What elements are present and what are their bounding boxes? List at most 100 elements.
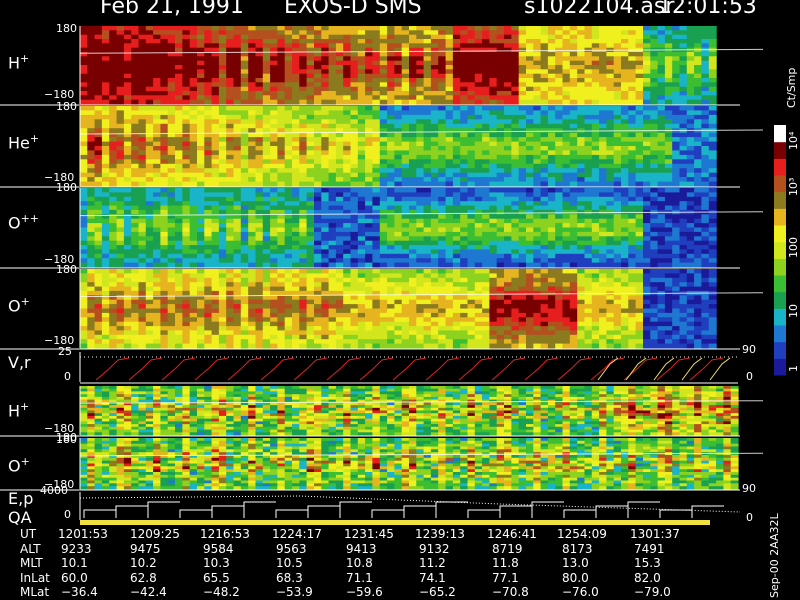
spectrogram-cell [555,123,564,129]
spectrogram-cell [255,52,264,57]
spectrogram-cell [365,227,373,233]
spectrogram-cell [153,163,161,169]
spectrogram-cell [204,177,213,183]
spectrogram-cell [240,137,249,143]
spectrogram-cell [138,299,147,305]
spectrogram-cell [584,39,593,44]
spectrogram-cell [123,43,132,49]
spectrogram-cell [416,205,425,211]
spectrogram-cell [233,95,242,101]
spectrogram-cell [277,223,286,229]
spectrogram-cell [233,258,242,264]
spectrogram-cell [708,65,717,70]
spectrogram-cell [606,150,615,156]
spectrogram-cell [489,223,498,229]
spectrogram-cell [430,163,439,169]
spectrogram-cell [357,188,366,193]
spectrogram-cell [460,205,469,211]
spectrogram-cell [167,86,176,92]
spectrogram-cell [577,119,586,125]
spectrogram-cell [452,128,461,134]
spectrogram-cell [379,60,388,66]
spectrogram-cell [292,34,300,40]
spectrogram-cell [306,34,315,40]
spectrogram-cell [423,262,432,268]
spectrogram-cell [211,43,220,49]
spectrogram-cell [182,295,191,301]
spectrogram-cell [109,82,118,88]
spectrogram-cell [650,110,659,116]
spectrogram-cell [401,86,410,92]
spectrogram-cell [664,99,673,105]
spectrogram-cell [365,123,373,129]
spectrogram-cell [540,253,549,259]
spectrogram-cell [123,214,132,220]
spectrogram-cell [284,82,293,88]
spectrogram-cell [262,82,271,88]
spectrogram-cell [233,137,242,143]
spectrogram-cell [343,141,352,147]
spectrogram-cell [328,154,337,160]
spectrogram-cell [533,73,542,79]
spectrogram-cell [613,201,622,207]
spectrogram-cell [584,73,593,79]
spectrogram-cell [233,236,242,242]
spectrogram-cell [123,110,132,116]
spectrogram-cell [504,163,512,169]
spectrogram-cell [526,99,534,105]
spectrogram-cell [606,245,615,251]
spectrogram-cell [679,30,688,36]
spectrogram-cell [101,295,110,301]
spectrogram-cell [650,214,659,220]
spectrogram-cell [467,154,476,160]
spectrogram-cell [511,128,520,134]
spectrogram-cell [314,227,322,233]
spectrogram-cell [474,159,483,165]
spectrogram-cell [555,172,564,178]
spectrogram-cell [569,163,578,169]
spectrogram-cell [584,99,593,105]
spectrogram-cell [306,132,315,138]
spectrogram-cell [430,209,439,215]
spectrogram-cell [379,73,388,79]
spectrogram-cell [292,245,300,251]
spectrogram-cell [226,43,235,49]
spectrogram-cell [372,60,381,66]
spectrogram-cell [131,326,140,332]
spectrogram-cell [233,231,242,237]
spectrogram-cell [277,214,286,220]
spectrogram-cell [401,60,410,66]
spectrogram-cell [189,227,198,233]
spectrogram-cell [123,141,132,147]
spectrogram-cell [438,47,447,53]
spectrogram-cell [657,78,666,83]
spectrogram-cell [416,110,425,116]
spectrogram-cell [167,150,176,156]
spectrogram-cell [467,95,476,101]
spectrogram-cell [387,249,395,255]
spectrogram-cell [591,73,600,79]
spectrogram-cell [547,114,556,120]
spectrogram-cell [292,43,300,49]
spectrogram-cell [467,201,476,207]
spectrogram-cell [292,209,300,215]
spectrogram-cell [292,65,300,70]
spectrogram-cell [518,26,527,31]
spectrogram-cell [240,262,249,268]
spectrogram-cell [182,205,191,211]
spectrogram-cell [189,82,198,88]
spectrogram-cell [394,119,403,125]
spectrogram-cell [167,78,176,83]
spectrogram-cell [189,177,198,183]
spectrogram-cell [445,188,454,193]
spectrogram-cell [672,56,681,62]
spectrogram-cell [628,69,637,75]
spectrogram-cell [430,39,439,44]
spectrogram-cell [123,168,132,174]
spectrogram-cell [496,146,505,151]
spectrogram-cell [489,214,498,220]
spectrogram-cell [101,114,110,120]
spectrogram-cell [504,39,512,44]
spectrogram-cell [416,141,425,147]
spectrogram-cell [240,218,249,224]
